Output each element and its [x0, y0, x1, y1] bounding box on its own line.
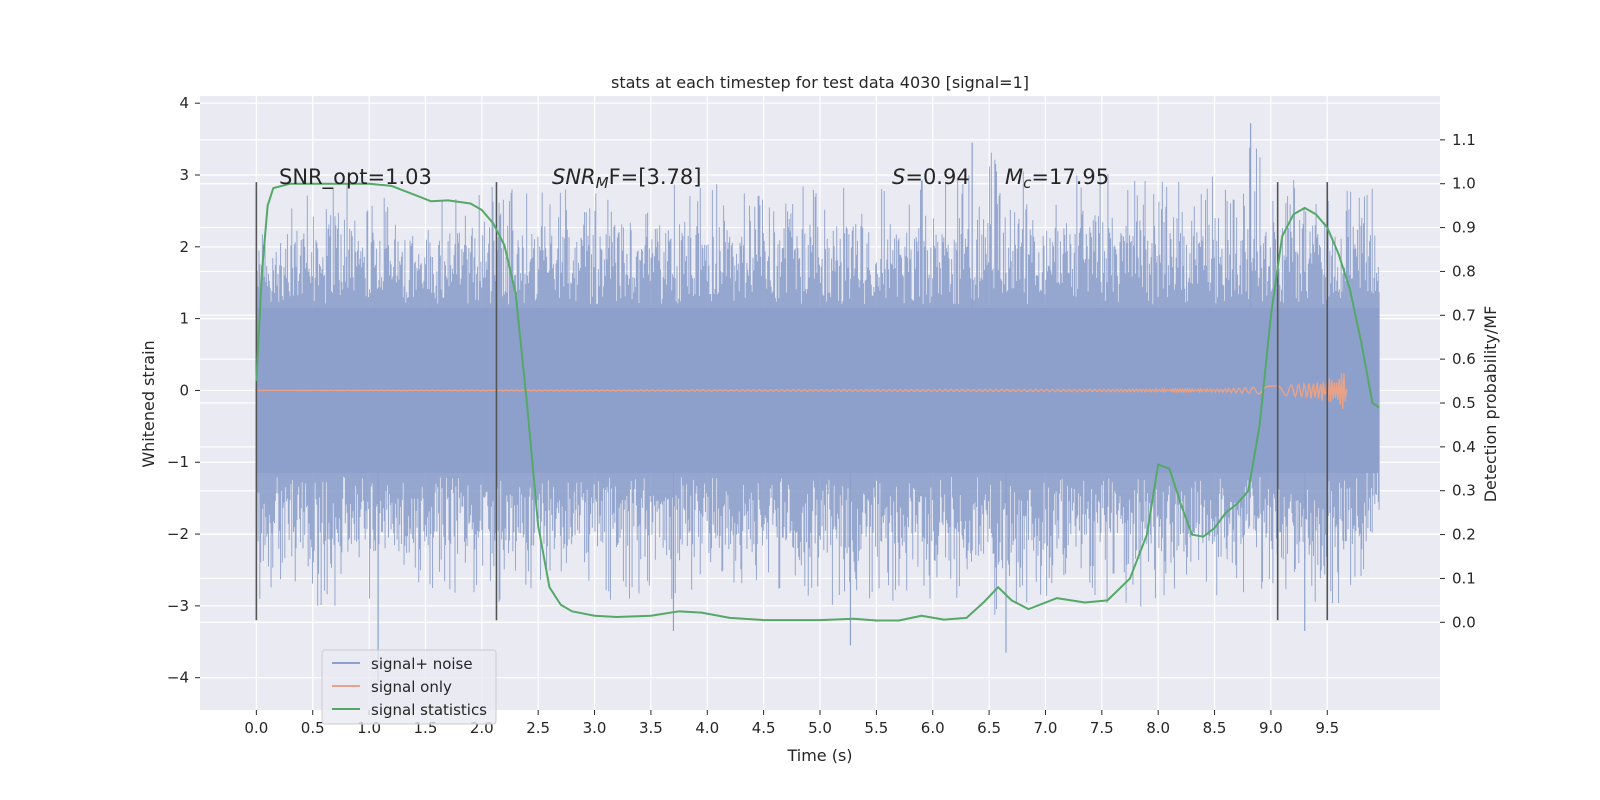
y2-tick-label: 0.9: [1452, 219, 1476, 237]
y2-tick-label: 0.6: [1452, 350, 1476, 368]
x-tick-label: 8.0: [1146, 719, 1170, 737]
legend-label-signal-statistics: signal statistics: [371, 701, 487, 719]
y2-tick-label: 0.1: [1452, 569, 1476, 587]
y2-tick-label: 0.4: [1452, 438, 1476, 456]
x-tick-label: 5.0: [808, 719, 832, 737]
signal-only-trace: [254, 373, 1348, 409]
signal-only-series: [254, 373, 1348, 409]
annotation-s: S=0.94: [892, 165, 970, 189]
x-tick-label: 4.0: [695, 719, 719, 737]
x-tick-label: 7.5: [1090, 719, 1114, 737]
annotation-mc-value: =17.95: [1031, 165, 1109, 189]
y-tick-label: 0: [179, 381, 189, 399]
x-tick-label: 3.5: [639, 719, 663, 737]
legend-label-signal-only: signal only: [371, 678, 452, 696]
y-axis-label: Whitened strain: [139, 340, 158, 467]
x-tick-label: 9.0: [1259, 719, 1283, 737]
annotation-mc: Mc=17.95: [1005, 165, 1109, 192]
y-tick-label: 3: [179, 166, 189, 184]
y2-tick-label: 0.5: [1452, 394, 1476, 412]
y-tick-label: −3: [167, 597, 189, 615]
annotation-mc-subscript: c: [1023, 174, 1032, 192]
annotation-s-symbol: S: [892, 165, 905, 189]
x-tick-label: 5.5: [864, 719, 888, 737]
y-tick-label: −2: [167, 525, 189, 543]
x-tick-label: 0.0: [244, 719, 268, 737]
chart-title: stats at each timestep for test data 403…: [611, 73, 1029, 92]
x-tick-label: 6.5: [977, 719, 1001, 737]
y-tick-label: −1: [167, 453, 189, 471]
y-tick-label: 2: [179, 238, 189, 256]
x-tick-label: 6.0: [921, 719, 945, 737]
x-axis-ticks: 0.0 0.5 1.0 1.5 2.0 2.5 3.0 3.5 4.0 4.5 5.0 5.5 6.0 6…: [244, 710, 1339, 737]
annotation-snr-mf-value: F=[3.78]: [609, 165, 702, 189]
x-tick-label: 8.5: [1203, 719, 1227, 737]
x-tick-label: 0.5: [301, 719, 325, 737]
x-tick-label: 2.5: [526, 719, 550, 737]
legend-label-signal-noise: signal+ noise: [371, 655, 473, 673]
annotation-s-value: =0.94: [905, 165, 969, 189]
y2-tick-label: 0.8: [1452, 262, 1476, 280]
annotation-snr-opt: SNR_opt=1.03: [279, 165, 432, 190]
y-tick-label: 1: [179, 310, 189, 328]
y-axis-ticks: 4 3 2 1 0 −1 −2 −3 −4: [167, 94, 200, 687]
annotation-mc-symbol: M: [1005, 165, 1023, 189]
y2-axis-label: Detection probability/MF: [1481, 306, 1500, 503]
x-tick-label: 3.0: [583, 719, 607, 737]
y-tick-label: 4: [179, 94, 189, 112]
annotation-snr-mf-subscript: M: [596, 174, 609, 192]
y2-axis-ticks: 1.1 1.0 0.9 0.8 0.7 0.6 0.5 0.4 0.3 0.2 0.1 0.0: [1440, 131, 1476, 631]
signal-statistics-line: [255, 182, 1380, 622]
y2-tick-label: 0.0: [1452, 613, 1476, 631]
vertical-markers: [255, 182, 1329, 621]
annotation-snr-mf: SNRMF=[3.78]: [552, 165, 701, 192]
signal-statistics-series: [255, 182, 1380, 622]
x-axis-label: Time (s): [786, 746, 852, 765]
x-tick-label: 4.5: [752, 719, 776, 737]
x-tick-label: 7.0: [1034, 719, 1058, 737]
y2-tick-label: 1.1: [1452, 131, 1476, 149]
annotation-snr-mf-symbol: SNR: [552, 165, 596, 189]
y2-tick-label: 0.3: [1452, 482, 1476, 500]
y2-tick-label: 0.7: [1452, 306, 1476, 324]
y2-tick-label: 0.2: [1452, 526, 1476, 544]
y2-tick-label: 1.0: [1452, 175, 1476, 193]
y-tick-label: −4: [167, 669, 189, 687]
x-tick-label: 9.5: [1315, 719, 1339, 737]
legend-box: [321, 649, 497, 725]
legend: signal+ noise signal only signal statist…: [321, 649, 497, 725]
